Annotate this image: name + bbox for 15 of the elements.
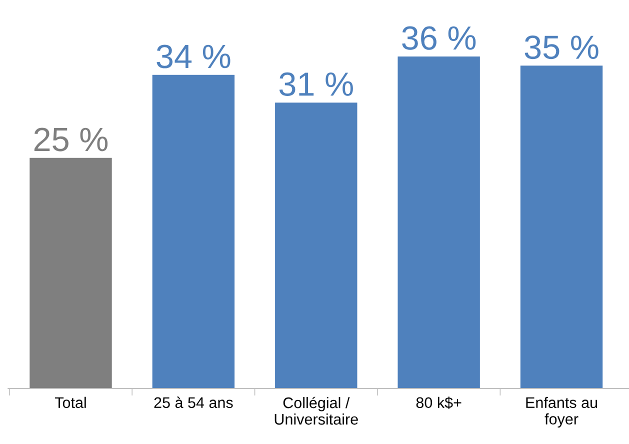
bar <box>30 158 112 388</box>
x-tick-label: 25 à 54 ans <box>154 396 233 408</box>
data-label: 31 % <box>279 72 353 96</box>
x-tick-label: Total <box>54 396 86 408</box>
bar <box>275 102 358 388</box>
bar <box>398 56 480 388</box>
data-label: 35 % <box>524 35 598 60</box>
bar <box>152 74 235 388</box>
data-label: 25 % <box>34 128 108 152</box>
bar <box>520 66 603 388</box>
x-tick-label: Enfants au foyer <box>526 396 598 428</box>
x-tick-label: Collégial / Universitaire <box>274 396 358 425</box>
data-label: 36 % <box>402 26 476 50</box>
data-label: 34 % <box>156 44 230 68</box>
x-tick-label: 80 k$+ <box>416 396 462 409</box>
